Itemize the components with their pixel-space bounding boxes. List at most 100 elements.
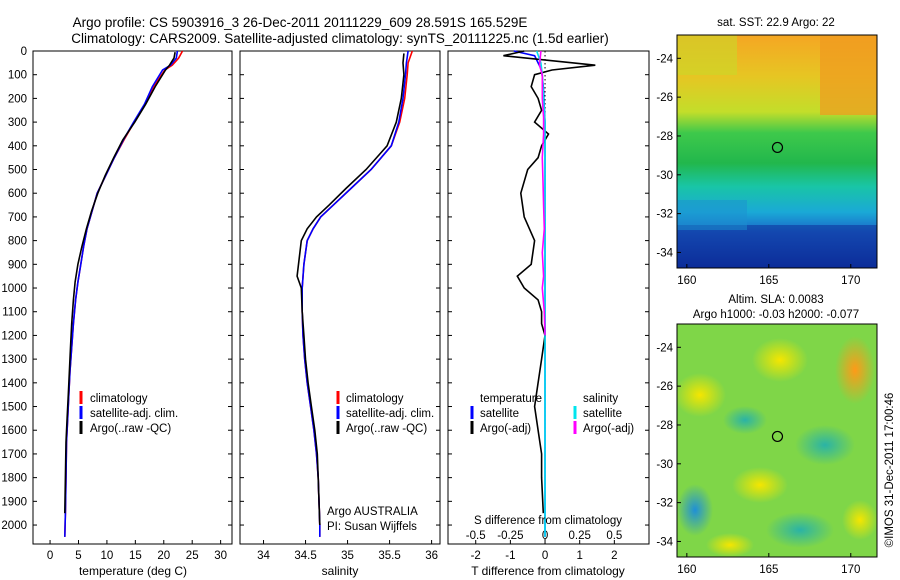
legend-salinity-heading: salinity xyxy=(583,393,618,405)
x-tick-label: 34 xyxy=(257,550,270,562)
temperature-profile-lines xyxy=(64,50,184,537)
x-tick-label: 2 xyxy=(611,550,617,562)
depth-tick-label: 1500 xyxy=(1,402,27,414)
depth-tick-label: 0 xyxy=(21,46,27,58)
longitude-tick-label: 160 xyxy=(677,275,696,287)
latitude-tick-label: -26 xyxy=(656,92,673,104)
sla-map-title-line2: Argo h1000: -0.03 h2000: -0.077 xyxy=(693,309,859,321)
imos-timestamp: ©IMOS 31-Dec-2011 17:00:46 xyxy=(884,393,896,548)
depth-tick-labels: 0 100 200 300 400 500 600 700 800 900 1000 1100 1200… xyxy=(1,46,27,532)
depth-tick-label: 200 xyxy=(8,93,27,105)
argo-position-marker xyxy=(771,141,784,154)
s-tick-label: -0.5 xyxy=(466,530,486,542)
depth-tick-label: 900 xyxy=(8,259,27,271)
sst-map-latitude-ticks: -24 -26 -28 -30 -32 -34 xyxy=(656,53,681,259)
longitude-tick-label: 160 xyxy=(677,564,696,576)
longitude-tick-label: 170 xyxy=(841,275,860,287)
legend-t-argo-label: Argo(-adj) xyxy=(480,423,531,435)
difference-plot-frame xyxy=(447,50,650,545)
depth-tick-label: 1600 xyxy=(1,425,27,437)
temperature-difference-tick-labels: -2 -1 0 1 2 xyxy=(471,540,618,562)
temperature-axis-label: temperature (deg C) xyxy=(79,564,187,578)
legend-climatology-label: climatology xyxy=(346,393,404,405)
x-tick-label: 1 xyxy=(576,550,582,562)
depth-tick-label: 600 xyxy=(8,188,27,200)
latitude-tick-label: -24 xyxy=(656,53,673,65)
sst-map-frame xyxy=(676,34,878,269)
legend-satellite-label: satellite-adj. clim. xyxy=(346,408,434,420)
sla-anomaly xyxy=(766,512,834,548)
profile-line xyxy=(64,50,179,537)
depth-tick-label: 1200 xyxy=(1,330,27,342)
difference-legend: temperature satellite Argo(-adj) salinit… xyxy=(470,393,634,435)
depth-tick-label: 1700 xyxy=(1,449,27,461)
sla-anomaly xyxy=(706,533,754,557)
s-tick-label: 0.25 xyxy=(568,530,590,542)
float-owner-annotation: Argo AUSTRALIA xyxy=(327,506,418,518)
profile-line xyxy=(296,53,405,526)
x-tick-label: 35 xyxy=(341,550,354,562)
profile-line xyxy=(64,50,184,537)
depth-tick-label: 700 xyxy=(8,212,27,224)
latitude-tick-label: -32 xyxy=(656,209,673,221)
legend-t-satellite-label: satellite xyxy=(480,408,519,420)
latitude-tick-label: -34 xyxy=(656,247,673,259)
figure-title-line2: Climatology: CARS2009. Satellite-adjuste… xyxy=(71,31,609,46)
difference-profile-lines xyxy=(503,50,596,537)
depth-tick-label: 800 xyxy=(8,236,27,248)
depth-tick-label: 1000 xyxy=(1,283,27,295)
salinity-panel: 34 34.5 35 35.5 36 salinity climatology sate… xyxy=(239,50,441,578)
latitude-tick-label: -34 xyxy=(656,536,673,548)
x-tick-label: 0 xyxy=(47,550,53,562)
x-tick-label: -2 xyxy=(471,550,481,562)
sst-patch xyxy=(677,225,877,268)
latitude-tick-label: -24 xyxy=(656,342,673,354)
depth-tick-label: 1800 xyxy=(1,473,27,485)
salinity-difference-tick-labels: -0.5 -0.25 0 0.25 0.5 xyxy=(466,530,623,542)
x-tick-label: 30 xyxy=(214,550,227,562)
latitude-tick-label: -30 xyxy=(656,170,673,182)
depth-tick-label: 100 xyxy=(8,70,27,82)
legend-satellite-label: satellite-adj. clim. xyxy=(90,408,178,420)
sla-anomaly xyxy=(835,336,875,404)
longitude-tick-label: 170 xyxy=(841,564,860,576)
legend-climatology-label: climatology xyxy=(90,393,148,405)
salinity-tick-labels: 34 34.5 35 35.5 36 xyxy=(257,540,438,562)
float-pi-annotation: PI: Susan Wijffels xyxy=(327,521,417,533)
sst-patch xyxy=(677,200,747,230)
x-tick-label: 20 xyxy=(157,550,170,562)
sla-map-latitude-ticks: -24 -26 -28 -30 -32 -34 xyxy=(656,342,681,548)
profile-line xyxy=(503,50,596,514)
legend-s-argo-label: Argo(-adj) xyxy=(583,423,634,435)
sla-anomaly xyxy=(842,500,877,540)
s-tick-label: 0.5 xyxy=(606,530,622,542)
depth-tick-label: 1300 xyxy=(1,354,27,366)
sst-patch xyxy=(677,35,737,75)
longitude-tick-label: 165 xyxy=(759,275,778,287)
x-tick-label: 36 xyxy=(425,550,438,562)
difference-panel: -0.5 -0.25 0 0.25 0.5 -2 -1 0 1 2 S difference f… xyxy=(447,50,650,578)
latitude-tick-label: -30 xyxy=(656,459,673,471)
argo-position-marker xyxy=(771,430,784,443)
salinity-axis-label: salinity xyxy=(322,564,359,578)
legend-argo-label: Argo(..raw -QC) xyxy=(346,423,427,435)
depth-tick-label: 1900 xyxy=(1,496,27,508)
x-tick-label: 10 xyxy=(101,550,114,562)
x-tick-label: 25 xyxy=(186,550,199,562)
depth-tick-label: 1400 xyxy=(1,378,27,390)
sla-anomaly xyxy=(677,484,713,536)
x-tick-label: 15 xyxy=(129,550,142,562)
salinity-difference-axis-label: S difference from climatology xyxy=(474,515,622,527)
sla-anomaly xyxy=(732,467,788,503)
profile-line xyxy=(64,52,176,514)
latitude-tick-label: -28 xyxy=(656,131,673,143)
sla-map-frame xyxy=(676,323,878,558)
sla-anomaly xyxy=(677,373,726,417)
x-tick-label: 34.5 xyxy=(294,550,316,562)
legend-s-satellite-label: satellite xyxy=(583,408,622,420)
sst-map: sat. SST: 22.9 Argo: 22 xyxy=(656,17,878,287)
profile-line xyxy=(538,50,546,336)
depth-tick-label: 300 xyxy=(8,117,27,129)
x-tick-label: 0 xyxy=(542,550,548,562)
sst-map-longitude-ticks: 160 165 170 xyxy=(677,264,860,287)
